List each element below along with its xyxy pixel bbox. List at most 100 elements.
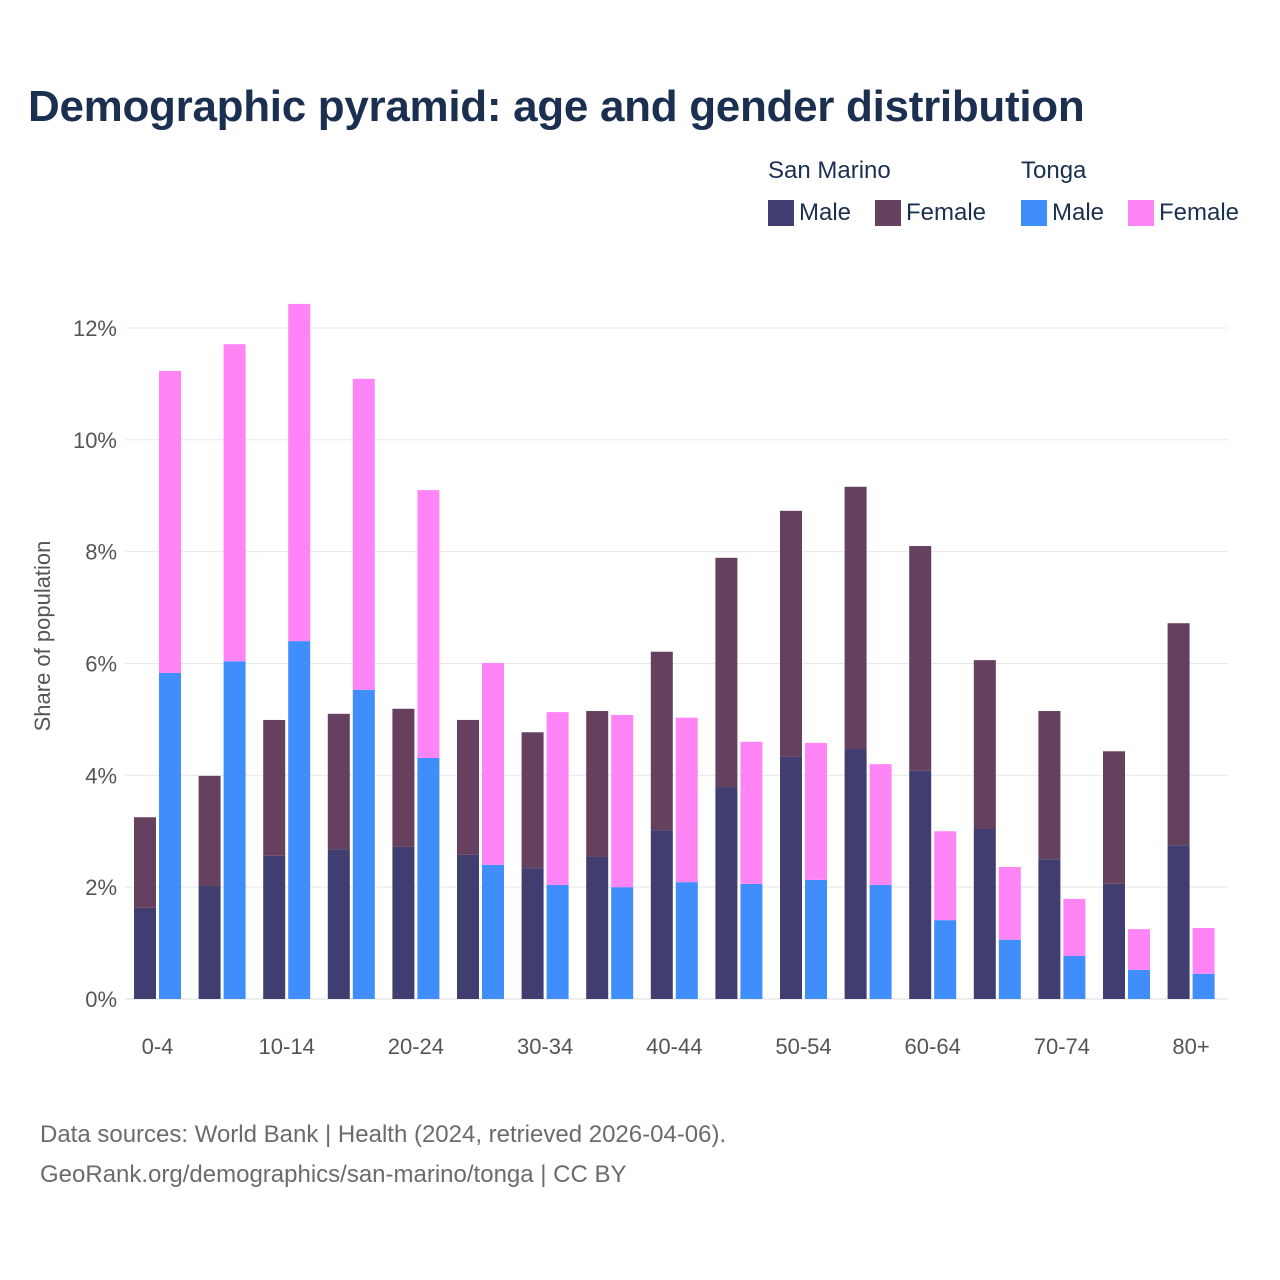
legend-item-tonga-female[interactable]: Female [1128, 199, 1239, 227]
bar-tonga-female-65-69[interactable] [998, 867, 1021, 940]
y-tick-label: 12% [73, 316, 117, 341]
x-tick-label: 0-4 [142, 1034, 174, 1059]
bar-tonga-male-70-74[interactable] [1063, 955, 1086, 999]
bar-tonga-female-0-4[interactable] [159, 371, 181, 673]
bar-tonga-male-75-79[interactable] [1128, 969, 1150, 999]
bar-san-marino-female-5-9[interactable] [198, 775, 221, 887]
legend-label: Female [906, 199, 987, 226]
bar-san-marino-female-80+[interactable] [1167, 623, 1190, 846]
y-tick-label: 10% [73, 428, 117, 453]
bar-san-marino-female-45-49[interactable] [715, 557, 738, 788]
bar-tonga-male-10-14[interactable] [288, 641, 311, 999]
bar-tonga-female-20-24[interactable] [417, 490, 440, 758]
bar-tonga-female-55-59[interactable] [869, 764, 892, 885]
bar-tonga-male-0-4[interactable] [159, 672, 181, 999]
bar-tonga-male-50-54[interactable] [805, 879, 827, 999]
bar-san-marino-male-20-24[interactable] [392, 846, 415, 999]
legend-swatch [1128, 200, 1154, 226]
bar-tonga-female-75-79[interactable] [1128, 929, 1150, 970]
legend-swatch [1021, 200, 1047, 226]
legend-item-san-marino-male[interactable]: Male [768, 199, 851, 227]
bar-tonga-male-40-44[interactable] [675, 882, 698, 999]
bar-san-marino-female-10-14[interactable] [263, 719, 286, 856]
bar-san-marino-female-65-69[interactable] [973, 660, 996, 830]
bar-san-marino-male-30-34[interactable] [521, 868, 544, 999]
bar-san-marino-female-25-29[interactable] [457, 719, 479, 855]
legend-item-tonga-male[interactable]: Male [1021, 199, 1104, 227]
bar-san-marino-female-60-64[interactable] [909, 546, 932, 771]
bar-san-marino-male-0-4[interactable] [134, 907, 156, 999]
bar-san-marino-male-75-79[interactable] [1103, 883, 1125, 999]
bar-tonga-male-80+[interactable] [1192, 973, 1215, 999]
y-tick-label: 0% [85, 987, 117, 1012]
y-tick-label: 4% [85, 763, 117, 788]
bar-san-marino-female-50-54[interactable] [780, 510, 802, 757]
bar-san-marino-female-70-74[interactable] [1038, 711, 1061, 860]
bar-san-marino-male-40-44[interactable] [650, 830, 673, 999]
bar-san-marino-male-5-9[interactable] [198, 886, 221, 999]
bar-san-marino-male-15-19[interactable] [327, 849, 350, 999]
bar-san-marino-female-0-4[interactable] [134, 817, 156, 908]
bar-tonga-male-55-59[interactable] [869, 884, 892, 999]
bar-san-marino-female-40-44[interactable] [650, 651, 673, 831]
x-tick-label: 60-64 [905, 1034, 961, 1059]
bar-san-marino-male-25-29[interactable] [457, 854, 479, 999]
bar-san-marino-male-35-39[interactable] [586, 856, 609, 999]
bar-san-marino-male-60-64[interactable] [909, 770, 932, 999]
legend-label: Male [799, 199, 852, 226]
attribution-link[interactable]: GeoRank.org/demographics/san-marino/tong… [40, 1161, 627, 1188]
y-axis-label: Share of population [30, 541, 55, 732]
legend-label: Female [1159, 199, 1240, 226]
bar-san-marino-male-70-74[interactable] [1038, 859, 1061, 999]
bar-san-marino-female-20-24[interactable] [392, 708, 415, 847]
bar-tonga-male-25-29[interactable] [482, 864, 504, 999]
bar-tonga-male-45-49[interactable] [740, 883, 763, 999]
legend-swatch [768, 200, 794, 226]
x-tick-label: 80+ [1172, 1034, 1209, 1059]
legend-item-san-marino-female[interactable]: Female [875, 199, 986, 227]
bar-san-marino-male-45-49[interactable] [715, 787, 738, 999]
chart-plot: 0% 2% 4% 6% 8% 10% 12% 0-4 10-14 20-24 30-34 40-44… [30, 303, 1228, 1059]
x-tick-label: 40-44 [646, 1034, 702, 1059]
bar-tonga-male-60-64[interactable] [934, 920, 957, 999]
bar-san-marino-male-50-54[interactable] [780, 756, 802, 999]
bar-tonga-male-65-69[interactable] [998, 939, 1021, 999]
bar-tonga-female-35-39[interactable] [611, 714, 634, 888]
bar-san-marino-female-30-34[interactable] [521, 732, 544, 869]
footer: Data sources: World Bank | Health (2024,… [40, 1115, 726, 1195]
bar-tonga-female-50-54[interactable] [805, 742, 827, 880]
bar-tonga-female-15-19[interactable] [352, 378, 375, 690]
bar-san-marino-male-55-59[interactable] [844, 749, 867, 999]
legend-label: Male [1052, 199, 1105, 226]
bar-tonga-female-10-14[interactable] [288, 303, 311, 642]
bar-tonga-female-45-49[interactable] [740, 741, 763, 884]
bar-tonga-male-30-34[interactable] [546, 884, 569, 999]
bar-san-marino-male-65-69[interactable] [973, 829, 996, 999]
bar-san-marino-female-35-39[interactable] [586, 711, 609, 857]
bar-tonga-female-25-29[interactable] [482, 662, 504, 865]
bar-san-marino-male-10-14[interactable] [263, 855, 286, 999]
bar-tonga-female-5-9[interactable] [223, 344, 246, 662]
y-tick-label: 2% [85, 875, 117, 900]
x-tick-label: 70-74 [1034, 1034, 1090, 1059]
bar-tonga-female-80+[interactable] [1192, 927, 1215, 974]
bar-san-marino-female-55-59[interactable] [844, 486, 867, 750]
bar-tonga-male-5-9[interactable] [223, 661, 246, 999]
bar-tonga-female-40-44[interactable] [675, 717, 698, 883]
bar-san-marino-male-80+[interactable] [1167, 845, 1190, 999]
y-tick-label: 8% [85, 540, 117, 565]
bar-tonga-female-60-64[interactable] [934, 831, 957, 921]
legend-group-tonga: Tonga [1021, 157, 1087, 184]
source-note: Data sources: World Bank | Health (2024,… [40, 1121, 727, 1148]
bar-tonga-male-20-24[interactable] [417, 757, 440, 999]
y-tick-label: 6% [85, 651, 117, 676]
bar-san-marino-female-75-79[interactable] [1103, 751, 1125, 884]
bar-tonga-female-30-34[interactable] [546, 712, 569, 885]
bar-tonga-male-15-19[interactable] [352, 689, 375, 999]
x-tick-label: 30-34 [517, 1034, 573, 1059]
legend-group-san-marino: San Marino [768, 157, 891, 184]
x-tick-label: 10-14 [259, 1034, 315, 1059]
bar-tonga-male-35-39[interactable] [611, 887, 634, 999]
bar-tonga-female-70-74[interactable] [1063, 898, 1086, 956]
bar-san-marino-female-15-19[interactable] [327, 713, 350, 850]
